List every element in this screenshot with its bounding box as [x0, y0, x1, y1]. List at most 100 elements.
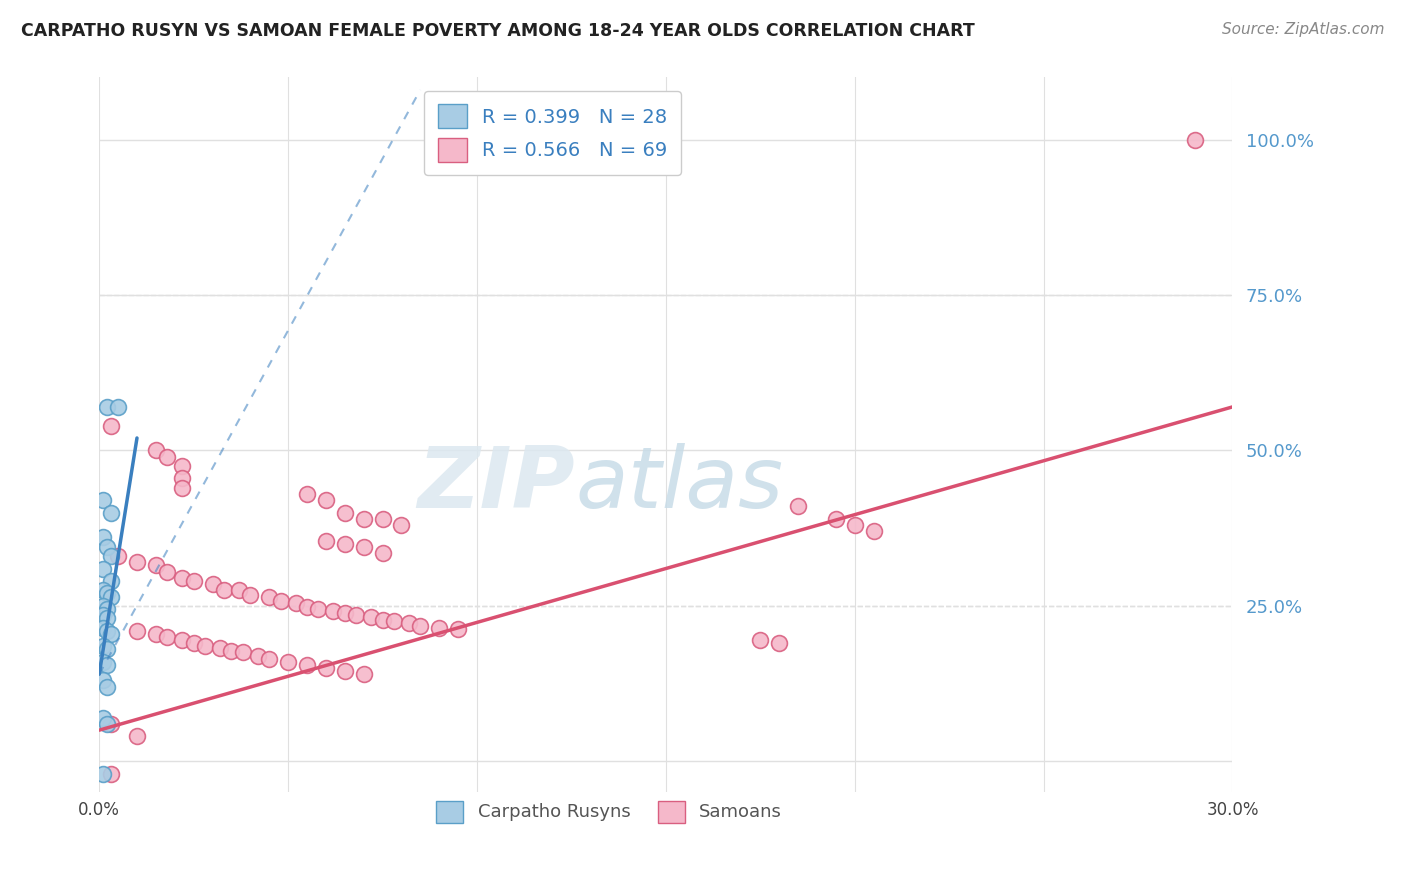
Point	[398, 616, 420, 631]
Text: CARPATHO RUSYN VS SAMOAN FEMALE POVERTY AMONG 18-24 YEAR OLDS CORRELATION CHART: CARPATHO RUSYN VS SAMOAN FEMALE POVERTY …	[21, 22, 974, 40]
Point	[360, 610, 382, 624]
Point	[172, 471, 194, 485]
Point	[96, 717, 118, 731]
Point	[212, 583, 235, 598]
Point	[246, 648, 269, 663]
Point	[107, 400, 129, 414]
Point	[172, 633, 194, 648]
Point	[96, 586, 118, 600]
Point	[183, 636, 205, 650]
Point	[100, 717, 122, 731]
Point	[100, 418, 122, 433]
Point	[100, 766, 122, 780]
Point	[100, 549, 122, 563]
Point	[232, 645, 254, 659]
Point	[221, 643, 243, 657]
Point	[91, 531, 114, 545]
Point	[96, 400, 118, 414]
Point	[172, 458, 194, 473]
Point	[209, 641, 232, 656]
Point	[172, 571, 194, 585]
Point	[91, 655, 114, 669]
Point	[96, 540, 118, 554]
Point	[201, 577, 224, 591]
Point	[96, 657, 118, 672]
Point	[125, 624, 148, 638]
Point	[307, 602, 329, 616]
Text: atlas: atlas	[575, 443, 783, 526]
Point	[91, 621, 114, 635]
Point	[824, 512, 846, 526]
Point	[145, 443, 167, 458]
Point	[768, 636, 790, 650]
Point	[844, 518, 866, 533]
Point	[353, 512, 375, 526]
Point	[91, 766, 114, 780]
Point	[91, 711, 114, 725]
Point	[315, 661, 337, 675]
Point	[228, 583, 250, 598]
Point	[257, 651, 280, 665]
Point	[96, 611, 118, 625]
Point	[382, 615, 405, 629]
Point	[295, 657, 318, 672]
Point	[787, 500, 810, 514]
Point	[389, 518, 412, 533]
Point	[183, 574, 205, 588]
Point	[257, 590, 280, 604]
Point	[96, 642, 118, 657]
Point	[315, 533, 337, 548]
Point	[156, 450, 179, 464]
Point	[295, 487, 318, 501]
Point	[91, 583, 114, 598]
Point	[447, 623, 470, 637]
Point	[145, 627, 167, 641]
Point	[96, 680, 118, 694]
Point	[322, 604, 344, 618]
Point	[1184, 133, 1206, 147]
Point	[100, 590, 122, 604]
Point	[100, 627, 122, 641]
Point	[371, 546, 394, 560]
Point	[333, 664, 356, 678]
Point	[333, 536, 356, 550]
Point	[295, 600, 318, 615]
Point	[96, 602, 118, 616]
Point	[409, 618, 432, 632]
Point	[333, 506, 356, 520]
Point	[277, 655, 299, 669]
Point	[371, 613, 394, 627]
Point	[353, 540, 375, 554]
Point	[91, 599, 114, 613]
Point	[239, 588, 262, 602]
Point	[91, 561, 114, 575]
Point	[145, 558, 167, 573]
Point	[315, 493, 337, 508]
Point	[284, 596, 307, 610]
Point	[194, 639, 217, 653]
Point	[125, 730, 148, 744]
Point	[91, 608, 114, 623]
Text: ZIP: ZIP	[418, 443, 575, 526]
Point	[156, 630, 179, 644]
Point	[862, 524, 884, 539]
Point	[91, 493, 114, 508]
Point	[353, 667, 375, 681]
Point	[107, 549, 129, 563]
Point	[100, 506, 122, 520]
Legend: Carpatho Rusyns, Samoans: Carpatho Rusyns, Samoans	[429, 793, 789, 830]
Point	[749, 633, 772, 648]
Point	[96, 624, 118, 638]
Point	[91, 673, 114, 688]
Point	[371, 512, 394, 526]
Point	[100, 574, 122, 588]
Point	[333, 607, 356, 621]
Point	[344, 608, 367, 623]
Point	[270, 594, 292, 608]
Text: Source: ZipAtlas.com: Source: ZipAtlas.com	[1222, 22, 1385, 37]
Point	[427, 621, 450, 635]
Point	[125, 555, 148, 569]
Point	[156, 565, 179, 579]
Point	[172, 481, 194, 495]
Point	[91, 639, 114, 653]
